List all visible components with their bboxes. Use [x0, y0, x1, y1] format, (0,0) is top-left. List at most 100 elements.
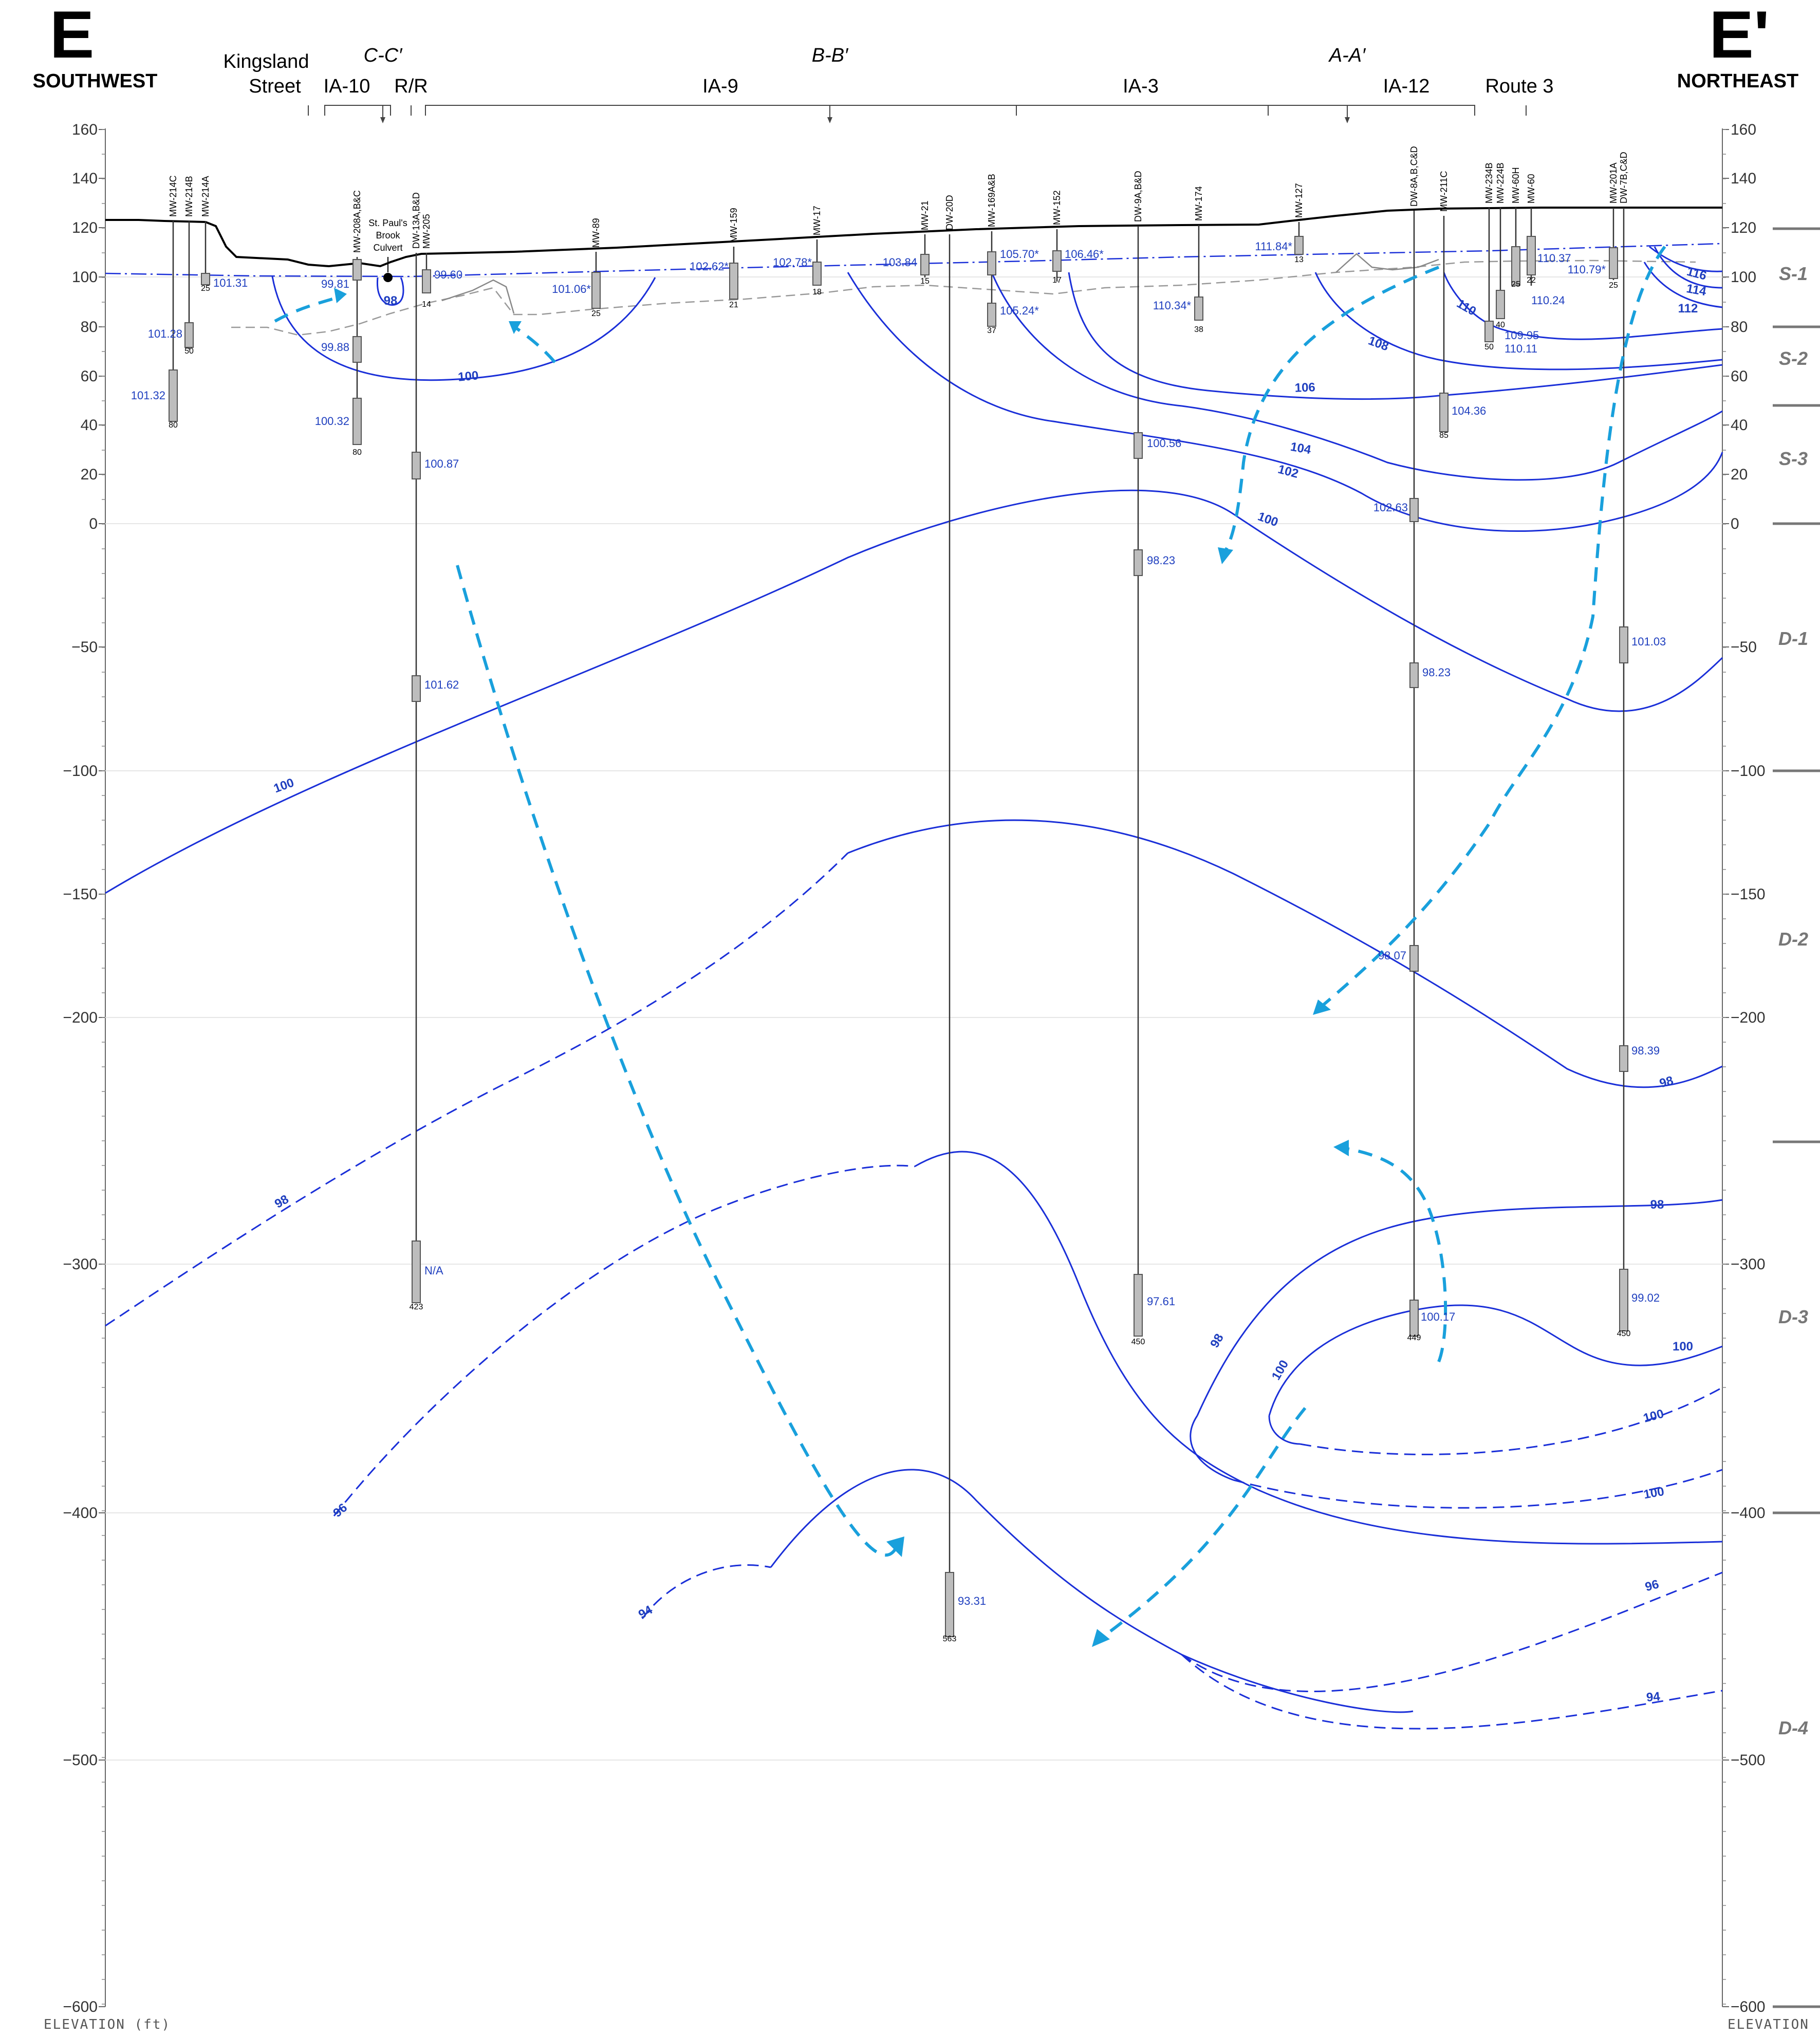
well-screen	[1496, 290, 1505, 319]
y-tick-label-left: −400	[63, 1505, 98, 1522]
contour-label: 100	[1256, 509, 1280, 529]
arrowhead-3	[1218, 547, 1233, 564]
flow-arrow-1	[274, 295, 340, 323]
contour-100-main	[105, 489, 1723, 894]
y-tick-label-left: 40	[81, 417, 98, 434]
unit-label: D-1	[1778, 628, 1808, 649]
contour-label: 108	[1366, 334, 1390, 354]
well-screen	[1134, 549, 1143, 576]
head-value-label: 99.81	[321, 277, 349, 290]
screen-depth-label: 423	[410, 1303, 423, 1311]
well-screen	[1134, 1274, 1143, 1337]
well-name: MW-60H	[1511, 167, 1521, 203]
contour-108	[1314, 272, 1723, 371]
screen-depth-label: 25	[1511, 280, 1520, 289]
contour-106	[1068, 272, 1723, 400]
unit-label: S-1	[1779, 263, 1808, 284]
well-screen	[169, 369, 178, 422]
head-value-label: 111.84*	[1255, 240, 1292, 253]
contour-98-inferred	[105, 852, 849, 1327]
well-screen	[184, 322, 194, 348]
well-name: MW-89	[591, 218, 601, 248]
contour-100-shallow	[271, 276, 656, 381]
area-labels: Kingsland Street IA-10 R/R IA-9 IA-3 IA-12 Rout…	[224, 51, 1554, 97]
contour-110	[1443, 272, 1723, 340]
area-label: IA-12	[1383, 76, 1430, 97]
flow-arrow-6	[1346, 1147, 1447, 1363]
arrowhead-1	[334, 288, 347, 303]
well-screen	[1439, 393, 1448, 432]
screen-depth-label: 25	[591, 309, 601, 318]
y-tick-label-left: 20	[81, 466, 98, 483]
y-tick-label-right: −300	[1731, 1256, 1766, 1273]
well-name: MW-17	[812, 206, 822, 235]
well-screen	[1294, 236, 1304, 255]
head-value-label: 103.84	[883, 256, 917, 269]
head-value-label: 102.63	[1373, 501, 1408, 514]
y-tick-label-left: −50	[71, 639, 98, 656]
area-label: IA-10	[324, 76, 370, 97]
contour-label: 112	[1678, 302, 1698, 316]
well-screen	[1134, 432, 1143, 459]
contour-label: 94	[1646, 1690, 1661, 1705]
stratigraphy-line-solid	[441, 279, 515, 314]
screen-depth-label: 14	[422, 300, 431, 309]
head-value-label: 106.46*	[1065, 248, 1104, 261]
well-name: DW-9A,B&D	[1133, 171, 1143, 222]
well-screen	[987, 303, 996, 327]
contour-label: 96	[330, 1501, 350, 1520]
flow-arrow-4	[1320, 246, 1666, 1009]
well-name: MW-174	[1194, 186, 1204, 221]
screen-depth-label: 21	[729, 301, 738, 309]
y-tick-label-left: 80	[81, 319, 98, 336]
section-start-letter: E	[50, 0, 95, 72]
head-value-label: 98.39	[1631, 1044, 1660, 1057]
y-tick-label-left: −150	[63, 886, 98, 903]
head-value-label: 109.95	[1505, 329, 1539, 342]
well-screen	[1409, 1300, 1419, 1337]
contour-label: 100	[457, 368, 479, 384]
well-screen	[352, 398, 362, 445]
head-contours	[105, 246, 1723, 1713]
contour-94-inferred-right	[1181, 1654, 1723, 1730]
well-name: MW-214B	[184, 176, 194, 217]
contour-100-loop	[1268, 1304, 1723, 1416]
well-screen	[1194, 297, 1203, 321]
screen-depth-label: 25	[201, 284, 210, 293]
area-label: Route 3	[1485, 76, 1553, 97]
well-name: MW-211C	[1439, 171, 1449, 212]
contour-98-loop	[1196, 1199, 1723, 1416]
y-tick-label-left: 160	[72, 121, 98, 138]
axis-title-left: ELEVATION (ft)	[44, 2017, 171, 2032]
head-value-label: 100.17	[1421, 1310, 1455, 1323]
well-name: MW-159	[729, 208, 739, 243]
section-mark-label: B-B′	[812, 45, 849, 66]
contour-label: 98	[272, 1192, 291, 1211]
well-screens: 25 50 80 80 14 423 25 21 18 15 563 37 17 450 38 13 85 449…	[169, 236, 1630, 1643]
screen-depth-label: 37	[987, 326, 996, 335]
head-value-label: 100.32	[315, 415, 349, 428]
contour-102	[847, 272, 1723, 532]
y-tick-label-right: 120	[1731, 219, 1756, 236]
well-screen	[1619, 1045, 1628, 1072]
well-screen	[812, 262, 822, 286]
head-value-label: 99.02	[1631, 1291, 1660, 1304]
contour-label: 100	[1643, 1485, 1665, 1502]
arrowhead-7	[1092, 1629, 1110, 1647]
area-label: R/R	[394, 76, 428, 97]
head-value-label: N/A	[424, 1264, 443, 1277]
contour-label: 102	[1276, 462, 1300, 481]
y-tick-label-right: 40	[1731, 417, 1748, 434]
section-mark-arrow	[827, 117, 832, 123]
inferred-contours	[105, 852, 1723, 1730]
contour-112	[1643, 262, 1723, 308]
head-value-label: 98.23	[1147, 554, 1175, 567]
well-screen	[945, 1572, 954, 1637]
y-tick-label-left: 0	[89, 515, 98, 532]
northeast-label: NORTHEAST	[1677, 70, 1798, 92]
contour-label: 98	[1658, 1073, 1675, 1090]
contour-label: 104	[1289, 440, 1312, 457]
culvert-note-line: Brook	[376, 230, 400, 240]
screen-depth-label: 40	[1496, 321, 1505, 329]
